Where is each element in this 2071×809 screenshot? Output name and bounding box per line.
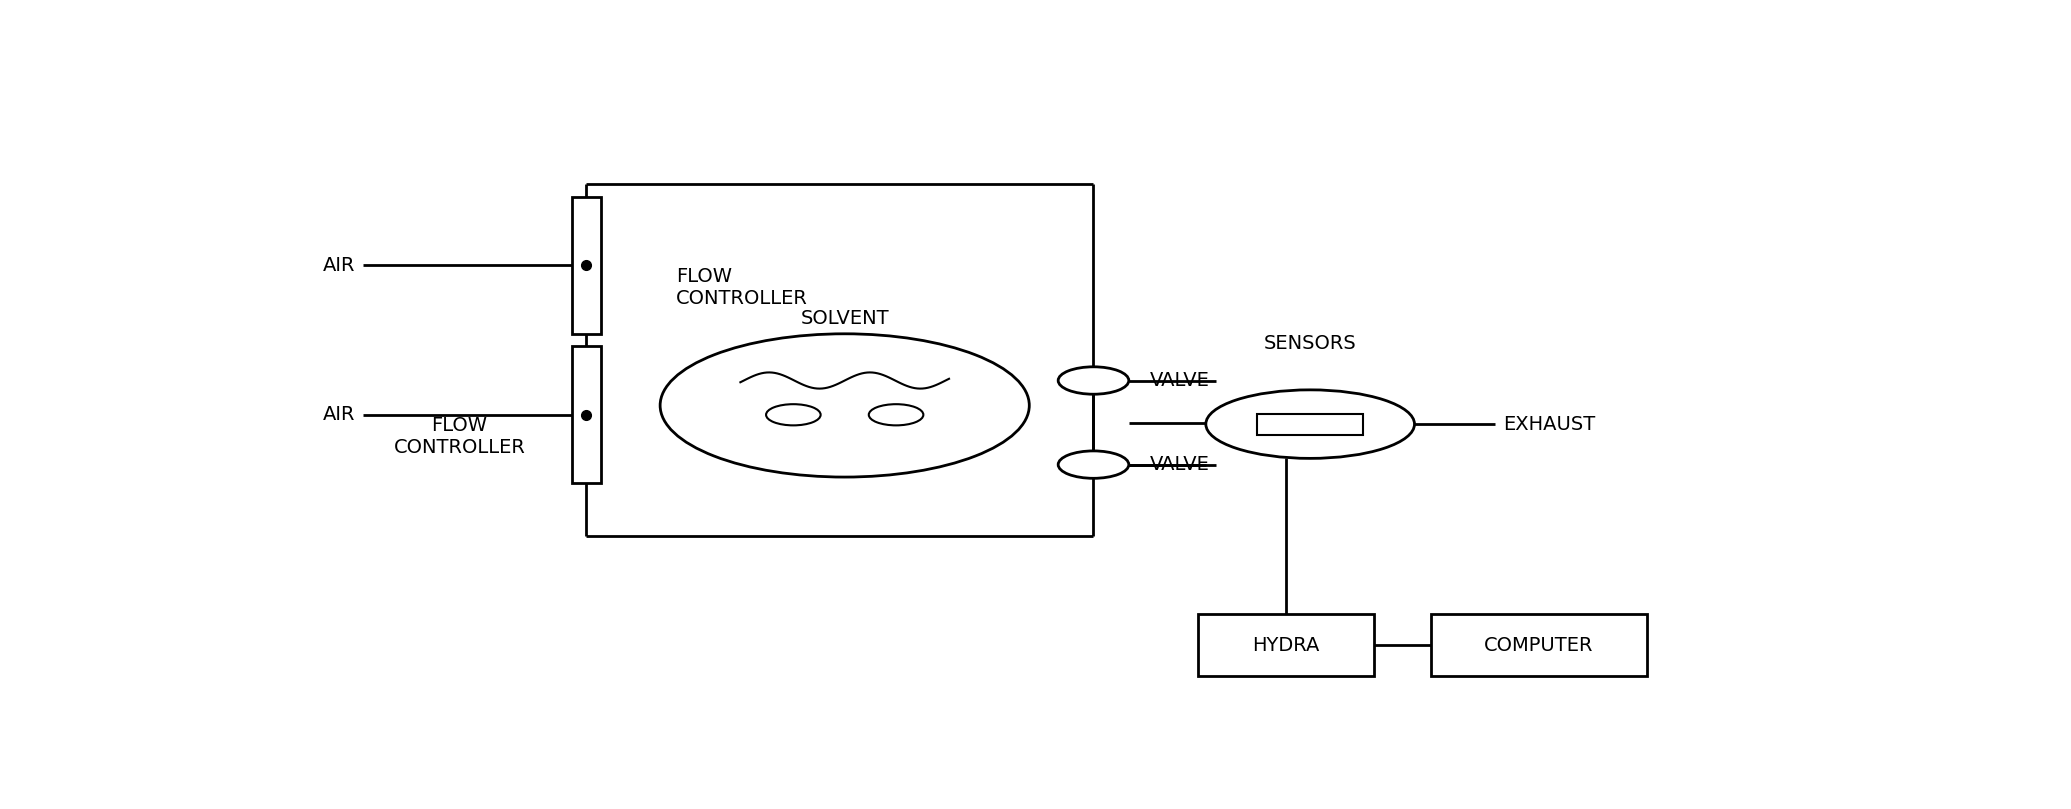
Text: COMPUTER: COMPUTER (1485, 636, 1593, 654)
Text: VALVE: VALVE (1149, 371, 1209, 390)
Text: AIR: AIR (323, 256, 356, 275)
Bar (1257, 413, 1363, 434)
Bar (1431, 614, 1646, 676)
Bar (572, 197, 601, 334)
Text: AIR: AIR (323, 405, 356, 424)
Text: FLOW
CONTROLLER: FLOW CONTROLLER (393, 416, 526, 457)
Bar (572, 346, 601, 483)
Ellipse shape (1205, 390, 1414, 459)
Text: VALVE: VALVE (1149, 455, 1209, 474)
Circle shape (766, 404, 820, 426)
Bar (1197, 614, 1375, 676)
Text: SENSORS: SENSORS (1263, 333, 1357, 353)
Text: FLOW
CONTROLLER: FLOW CONTROLLER (675, 267, 808, 307)
Circle shape (661, 334, 1029, 477)
Text: HYDRA: HYDRA (1253, 636, 1319, 654)
Circle shape (1058, 366, 1129, 394)
Circle shape (1058, 451, 1129, 478)
Text: SOLVENT: SOLVENT (799, 309, 888, 328)
Circle shape (868, 404, 924, 426)
Text: EXHAUST: EXHAUST (1504, 415, 1595, 434)
